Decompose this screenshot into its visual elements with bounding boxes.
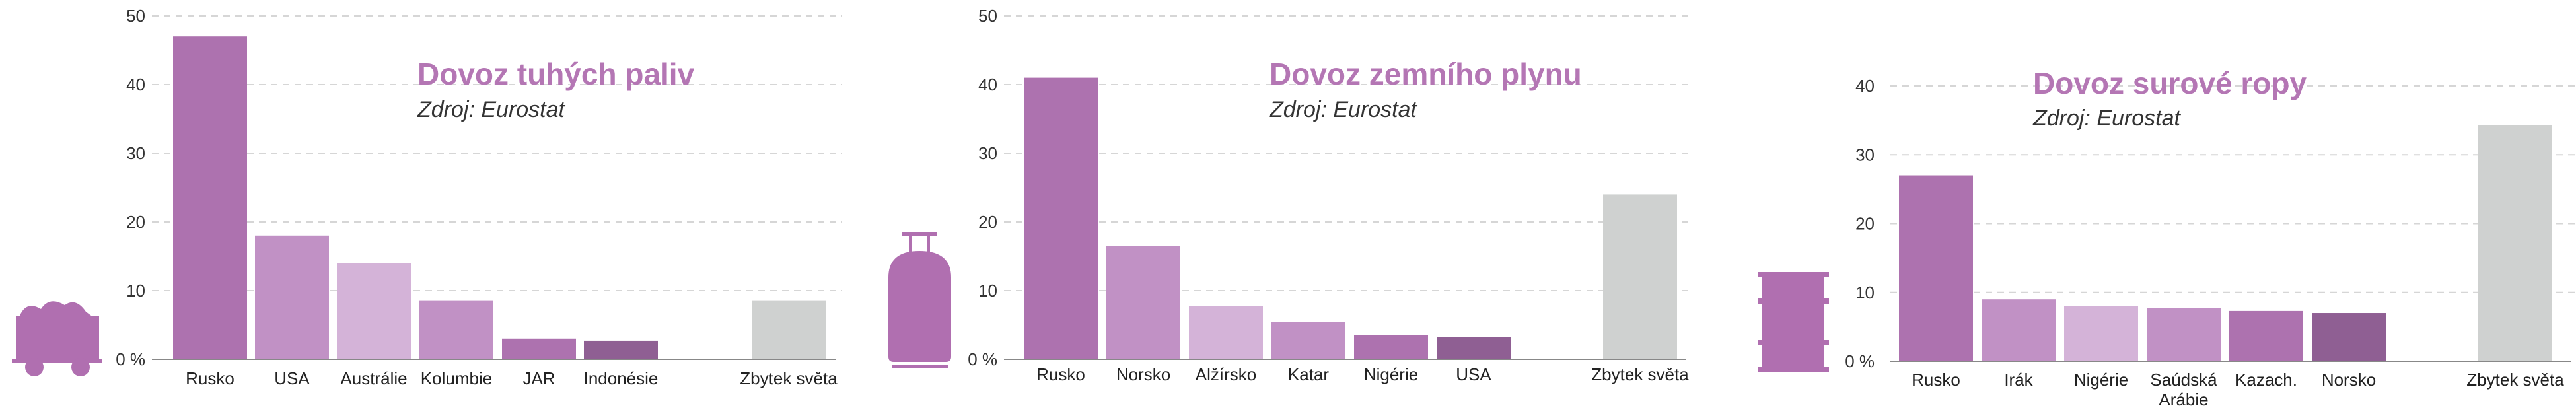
category-label: Zbytek světa bbox=[1591, 365, 1689, 384]
category-label: Austrálie bbox=[340, 368, 407, 388]
bar-zbytek-světa bbox=[2478, 125, 2552, 362]
y-tick-label: 40 bbox=[126, 75, 145, 94]
category-label: JAR bbox=[522, 368, 555, 388]
y-ticks-1: 0 % 10 20 30 40 50 bbox=[116, 6, 145, 369]
gridlines-2 bbox=[1004, 15, 1691, 291]
chart-source: Zdroj: Eurostat bbox=[417, 97, 566, 122]
y-tick-label: 0 % bbox=[116, 349, 145, 369]
chart-title: Dovoz zemního plynu bbox=[1270, 57, 1582, 91]
bar-norsko bbox=[2312, 313, 2386, 361]
chart-title: Dovoz surové ropy bbox=[2033, 66, 2307, 100]
category-label: Irák bbox=[2004, 370, 2033, 390]
y-tick-label: 20 bbox=[978, 212, 997, 232]
bar-alžírsko bbox=[1189, 306, 1263, 359]
y-tick-label: 0 % bbox=[968, 349, 997, 369]
y-tick-label: 10 bbox=[126, 281, 145, 300]
bar-norsko bbox=[1106, 246, 1180, 359]
category-label: Zbytek světa bbox=[2466, 370, 2564, 390]
chart-title: Dovoz tuhých paliv bbox=[417, 57, 695, 91]
bar-jar bbox=[502, 338, 576, 359]
y-tick-label: 50 bbox=[978, 6, 997, 26]
category-label: Indonésie bbox=[584, 368, 659, 388]
gridlines-3 bbox=[1890, 85, 2576, 293]
chart-panel-crude-oil: 0 % 10 20 30 40 Rusko Irák Nigérie SaúdskáArábi… bbox=[1758, 66, 2576, 409]
y-tick-label: 30 bbox=[1855, 145, 1875, 164]
bar-usa bbox=[255, 235, 329, 359]
category-label: Rusko bbox=[1036, 365, 1085, 384]
y-tick-label: 10 bbox=[1855, 283, 1875, 302]
bar-saúdská-arábie bbox=[2147, 308, 2221, 361]
chart-panel-solid-fuels: 0 % 10 20 30 40 50 Rusko USA Austrálie Kolumbie J… bbox=[12, 6, 842, 388]
category-label: Alžírsko bbox=[1196, 365, 1256, 384]
bar-zbytek-světa bbox=[752, 300, 826, 359]
bar-indonésie bbox=[584, 340, 658, 359]
category-label: Norsko bbox=[2322, 370, 2376, 390]
y-tick-label: 10 bbox=[978, 281, 997, 300]
category-label: USA bbox=[1456, 365, 1491, 384]
category-label: Nigérie bbox=[2074, 370, 2128, 390]
category-label: USA bbox=[274, 368, 310, 388]
bar-usa bbox=[1437, 337, 1511, 359]
bar-rusko bbox=[1024, 77, 1098, 359]
bar-zbytek-světa bbox=[1603, 194, 1677, 359]
chart-source: Zdroj: Eurostat bbox=[1269, 97, 1418, 122]
bar-kolumbie bbox=[419, 300, 493, 359]
oil-barrel-icon bbox=[1758, 272, 1829, 372]
y-tick-label: 30 bbox=[126, 143, 145, 163]
bar-nigérie bbox=[2064, 306, 2138, 361]
coal-wagon-icon bbox=[12, 301, 102, 376]
category-label: Nigérie bbox=[1364, 365, 1418, 384]
y-tick-label: 40 bbox=[978, 75, 997, 94]
bar-rusko bbox=[1899, 175, 1973, 361]
bar-austrálie bbox=[337, 263, 411, 359]
chart-source: Zdroj: Eurostat bbox=[2032, 106, 2182, 131]
bar-katar bbox=[1271, 322, 1345, 359]
category-label: Rusko bbox=[186, 368, 234, 388]
y-tick-label: 20 bbox=[126, 212, 145, 232]
y-ticks-2: 0 % 10 20 30 40 50 bbox=[968, 6, 997, 369]
y-tick-label: 20 bbox=[1855, 214, 1875, 234]
gas-cylinder-icon bbox=[888, 232, 951, 368]
category-label: Kazach. bbox=[2235, 370, 2297, 390]
category-label: Kolumbie bbox=[421, 368, 492, 388]
y-tick-label: 40 bbox=[1855, 76, 1875, 96]
bars-1 bbox=[173, 36, 826, 359]
bar-rusko bbox=[173, 36, 247, 359]
y-ticks-3: 0 % 10 20 30 40 bbox=[1845, 76, 1875, 371]
category-labels-2: Rusko Norsko Alžírsko Katar Nigérie USA Zbytek… bbox=[1036, 365, 1689, 384]
bar-kazach. bbox=[2229, 310, 2303, 361]
bars-3 bbox=[1899, 125, 2552, 362]
bar-irák bbox=[1982, 299, 2056, 361]
chart-panel-natural-gas: 0 % 10 20 30 40 50 Rusko Norsko Alžírsko Katar Ni… bbox=[888, 6, 1691, 384]
y-tick-label: 50 bbox=[126, 6, 145, 26]
category-label: Katar bbox=[1288, 365, 1329, 384]
bar-nigérie bbox=[1354, 335, 1428, 359]
category-label: Zbytek světa bbox=[740, 368, 838, 388]
category-label: Arábie bbox=[2159, 390, 2208, 409]
y-tick-label: 30 bbox=[978, 143, 997, 163]
gridlines-1 bbox=[152, 15, 842, 291]
y-tick-label: 0 % bbox=[1845, 351, 1875, 371]
bars-2 bbox=[1024, 77, 1677, 359]
category-label: Saúdská bbox=[2150, 370, 2217, 390]
category-labels-1: Rusko USA Austrálie Kolumbie JAR Indonésie Zby… bbox=[186, 368, 838, 388]
category-label: Rusko bbox=[1912, 370, 1960, 390]
category-label: Norsko bbox=[1116, 365, 1170, 384]
